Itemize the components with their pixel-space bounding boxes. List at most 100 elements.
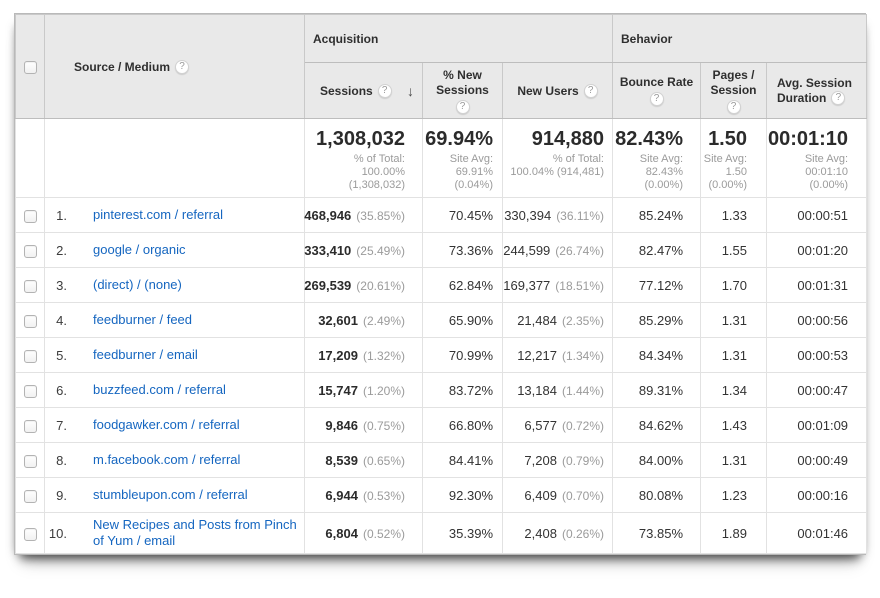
row-rank: 10. <box>48 525 67 541</box>
row-checkbox[interactable] <box>23 527 37 541</box>
source-medium-cell: 9. stumbleupon.com / referral <box>44 477 305 513</box>
row-rank: 8. <box>56 452 67 468</box>
sessions-cell: 333,410 (25.49%) <box>304 232 423 268</box>
sessions-cell: 9,846 (0.75%) <box>304 407 423 443</box>
source-medium-link[interactable]: stumbleupon.com / referral <box>93 487 248 502</box>
table-row: 3. (direct) / (none) 269,539 (20.61%) 62… <box>15 267 868 303</box>
select-all-checkbox[interactable] <box>23 60 37 74</box>
new-users-cell: 6,577 (0.72%) <box>502 407 613 443</box>
column-header-sessions[interactable]: Sessions ? ↓ <box>304 62 423 119</box>
help-icon[interactable]: ? <box>726 99 741 114</box>
table-row: 7. foodgawker.com / referral 9,846 (0.75… <box>15 407 868 443</box>
totals-new-users-cell: 914,880 % of Total: 100.04% (914,481) <box>502 118 613 198</box>
pages-session-cell: 1.33 <box>700 197 767 233</box>
bounce-rate-cell: 85.24% <box>612 197 701 233</box>
bounce-rate-cell: 80.08% <box>612 477 701 513</box>
source-medium-cell: 3. (direct) / (none) <box>44 267 305 303</box>
bounce-rate-cell: 84.34% <box>612 337 701 373</box>
row-checkbox[interactable] <box>23 454 37 468</box>
source-medium-link[interactable]: feedburner / email <box>93 347 198 362</box>
totals-row: 1,308,032 % of Total: 100.00% (1,308,032… <box>15 118 868 198</box>
pages-session-cell: 1.31 <box>700 337 767 373</box>
pct-new-sessions-cell: 84.41% <box>422 442 503 478</box>
row-checkbox[interactable] <box>23 419 37 433</box>
select-all-checkbox-cell <box>15 14 45 119</box>
row-checkbox[interactable] <box>23 349 37 363</box>
total-avg-duration: 00:01:10 <box>767 128 849 150</box>
source-medium-cell: 6. buzzfeed.com / referral <box>44 372 305 408</box>
source-medium-link[interactable]: New Recipes and Posts from Pinch of Yum … <box>93 517 297 548</box>
row-checkbox[interactable] <box>23 384 37 398</box>
help-icon[interactable]: ? <box>175 59 190 74</box>
row-rank: 2. <box>56 242 67 258</box>
sessions-cell: 15,747 (1.20%) <box>304 372 423 408</box>
new-users-cell: 12,217 (1.34%) <box>502 337 613 373</box>
bounce-rate-cell: 73.85% <box>612 512 701 554</box>
pct-new-sessions-cell: 70.45% <box>422 197 503 233</box>
row-rank: 9. <box>56 487 67 503</box>
table-row: 9. stumbleupon.com / referral 6,944 (0.5… <box>15 477 868 513</box>
column-header-pages-session[interactable]: Pages / Session ? <box>700 62 767 119</box>
group-header-behavior: Behavior <box>611 14 868 63</box>
column-header-bounce-rate[interactable]: Bounce Rate ? <box>612 62 701 119</box>
row-checkbox-cell <box>15 197 45 233</box>
help-icon[interactable]: ? <box>583 83 598 98</box>
avg-duration-cell: 00:00:16 <box>765 477 868 513</box>
avg-duration-cell: 00:00:47 <box>765 372 868 408</box>
row-checkbox[interactable] <box>23 279 37 293</box>
bounce-rate-cell: 84.00% <box>612 442 701 478</box>
source-medium-link[interactable]: feedburner / feed <box>93 312 193 327</box>
column-header-avg-session-duration[interactable]: Avg. Session Duration ? <box>765 62 868 119</box>
source-medium-table: Source / Medium ? Acquisition Behavior S… <box>15 14 868 554</box>
sessions-label: Sessions <box>320 83 373 98</box>
help-icon[interactable]: ? <box>455 99 470 114</box>
source-medium-link[interactable]: (direct) / (none) <box>93 277 182 292</box>
table-row: 8. m.facebook.com / referral 8,539 (0.65… <box>15 442 868 478</box>
pages-session-cell: 1.31 <box>700 302 767 338</box>
source-medium-cell: 2. google / organic <box>44 232 305 268</box>
source-medium-link[interactable]: pinterest.com / referral <box>93 207 224 222</box>
row-checkbox-cell <box>15 477 45 513</box>
avg-duration-cell: 00:00:56 <box>765 302 868 338</box>
bounce-rate-cell: 89.31% <box>612 372 701 408</box>
row-checkbox[interactable] <box>23 209 37 223</box>
avg-duration-cell: 00:00:51 <box>765 197 868 233</box>
source-medium-link[interactable]: m.facebook.com / referral <box>93 452 241 467</box>
row-checkbox-cell <box>15 442 45 478</box>
source-medium-link[interactable]: buzzfeed.com / referral <box>93 382 226 397</box>
avg-duration-cell: 00:01:09 <box>765 407 868 443</box>
totals-pct-new-sessions-cell: 69.94% Site Avg: 69.91% (0.04%) <box>422 118 503 198</box>
row-checkbox-cell <box>15 372 45 408</box>
new-users-cell: 2,408 (0.26%) <box>502 512 613 554</box>
source-medium-cell: 8. m.facebook.com / referral <box>44 442 305 478</box>
new-users-cell: 244,599 (26.74%) <box>502 232 613 268</box>
totals-pages-session-cell: 1.50 Site Avg: 1.50 (0.00%) <box>700 118 767 198</box>
row-checkbox[interactable] <box>23 489 37 503</box>
sessions-cell: 269,539 (20.61%) <box>304 267 423 303</box>
source-medium-cell: 4. feedburner / feed <box>44 302 305 338</box>
source-medium-cell: 5. feedburner / email <box>44 337 305 373</box>
pages-session-cell: 1.23 <box>700 477 767 513</box>
table-row: 6. buzzfeed.com / referral 15,747 (1.20%… <box>15 372 868 408</box>
avg-duration-cell: 00:01:46 <box>765 512 868 554</box>
sessions-cell: 6,944 (0.53%) <box>304 477 423 513</box>
help-icon[interactable]: ? <box>831 91 846 105</box>
source-medium-link[interactable]: google / organic <box>93 242 186 257</box>
totals-bounce-rate-cell: 82.43% Site Avg: 82.43% (0.00%) <box>612 118 701 198</box>
new-users-cell: 330,394 (36.11%) <box>502 197 613 233</box>
help-icon[interactable]: ? <box>649 92 664 106</box>
source-medium-link[interactable]: foodgawker.com / referral <box>93 417 240 432</box>
sort-descending-arrow-icon[interactable]: ↓ <box>407 82 414 99</box>
row-checkbox[interactable] <box>23 244 37 258</box>
pages-session-cell: 1.89 <box>700 512 767 554</box>
totals-empty-check-cell <box>15 118 45 198</box>
total-bounce-rate: 82.43% <box>615 128 683 150</box>
column-header-new-users[interactable]: New Users ? <box>502 62 613 119</box>
avg-duration-cell: 00:01:31 <box>765 267 868 303</box>
row-checkbox-cell <box>15 512 45 554</box>
help-icon[interactable]: ? <box>377 83 392 98</box>
source-medium-cell: 7. foodgawker.com / referral <box>44 407 305 443</box>
row-checkbox[interactable] <box>23 314 37 328</box>
column-header-pct-new-sessions[interactable]: % New Sessions ? <box>422 62 503 119</box>
sessions-cell: 32,601 (2.49%) <box>304 302 423 338</box>
